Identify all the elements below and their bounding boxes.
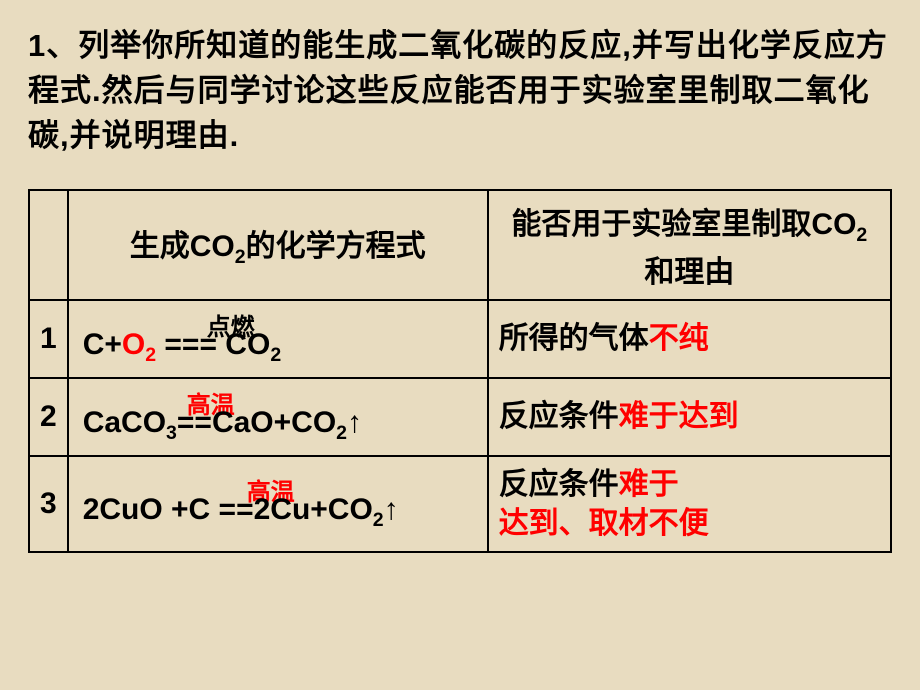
reason-cell: 所得的气体不纯: [488, 300, 891, 378]
reason-cell: 反应条件难于达到、取材不便: [488, 456, 891, 552]
equation-wrap: 高温 CaCO3==CaO+CO2↑: [79, 387, 477, 447]
hdr-reason: 能否用于实验室里制取CO2 和理由: [488, 190, 891, 300]
equation-line: 2CuO +C ==2Cu+CO2↑: [83, 493, 399, 532]
equation-cell: 点燃 C+O2 === CO2: [68, 300, 488, 378]
question-text: 1、列举你所知道的能生成二氧化碳的反应,并写出化学反应方程式.然后与同学讨论这些…: [28, 24, 892, 159]
hdr-equation: 生成CO2的化学方程式: [68, 190, 488, 300]
table-row: 2 高温 CaCO3==CaO+CO2↑ 反应条件难于达到: [29, 378, 891, 456]
hdr-res-sub: 2: [856, 224, 867, 246]
hdr-eq-sub: 2: [235, 246, 246, 268]
hdr-eq-pre: 生成CO: [130, 230, 235, 263]
equation-line: C+O2 === CO2: [83, 328, 281, 367]
equation-cell: 高温 2CuO +C ==2Cu+CO2↑: [68, 456, 488, 552]
table-row: 3 高温 2CuO +C ==2Cu+CO2↑ 反应条件难于达到、取材不便: [29, 456, 891, 552]
reactions-table: 生成CO2的化学方程式 能否用于实验室里制取CO2和理由 1 点燃 C+O2 =…: [28, 189, 892, 553]
row-number: 3: [29, 456, 68, 552]
equation-wrap: 高温 2CuO +C ==2Cu+CO2↑: [79, 474, 477, 534]
slide: 1、列举你所知道的能生成二氧化碳的反应,并写出化学反应方程式.然后与同学讨论这些…: [0, 0, 920, 690]
hdr-eq-post: 的化学方程式: [246, 230, 426, 263]
equation-line: CaCO3==CaO+CO2↑: [83, 406, 362, 445]
row-number: 1: [29, 300, 68, 378]
table-body: 1 点燃 C+O2 === CO2 所得的气体不纯2 高温 CaCO3==CaO…: [29, 300, 891, 552]
reason-cell: 反应条件难于达到: [488, 378, 891, 456]
table-row: 1 点燃 C+O2 === CO2 所得的气体不纯: [29, 300, 891, 378]
hdr-blank: [29, 190, 68, 300]
hdr-res-post: 和理由: [644, 256, 734, 289]
table-header-row: 生成CO2的化学方程式 能否用于实验室里制取CO2和理由: [29, 190, 891, 300]
equation-cell: 高温 CaCO3==CaO+CO2↑: [68, 378, 488, 456]
row-number: 2: [29, 378, 68, 456]
equation-wrap: 点燃 C+O2 === CO2: [79, 309, 477, 369]
hdr-res-pre: 能否用于实验室里制取CO: [511, 208, 856, 241]
